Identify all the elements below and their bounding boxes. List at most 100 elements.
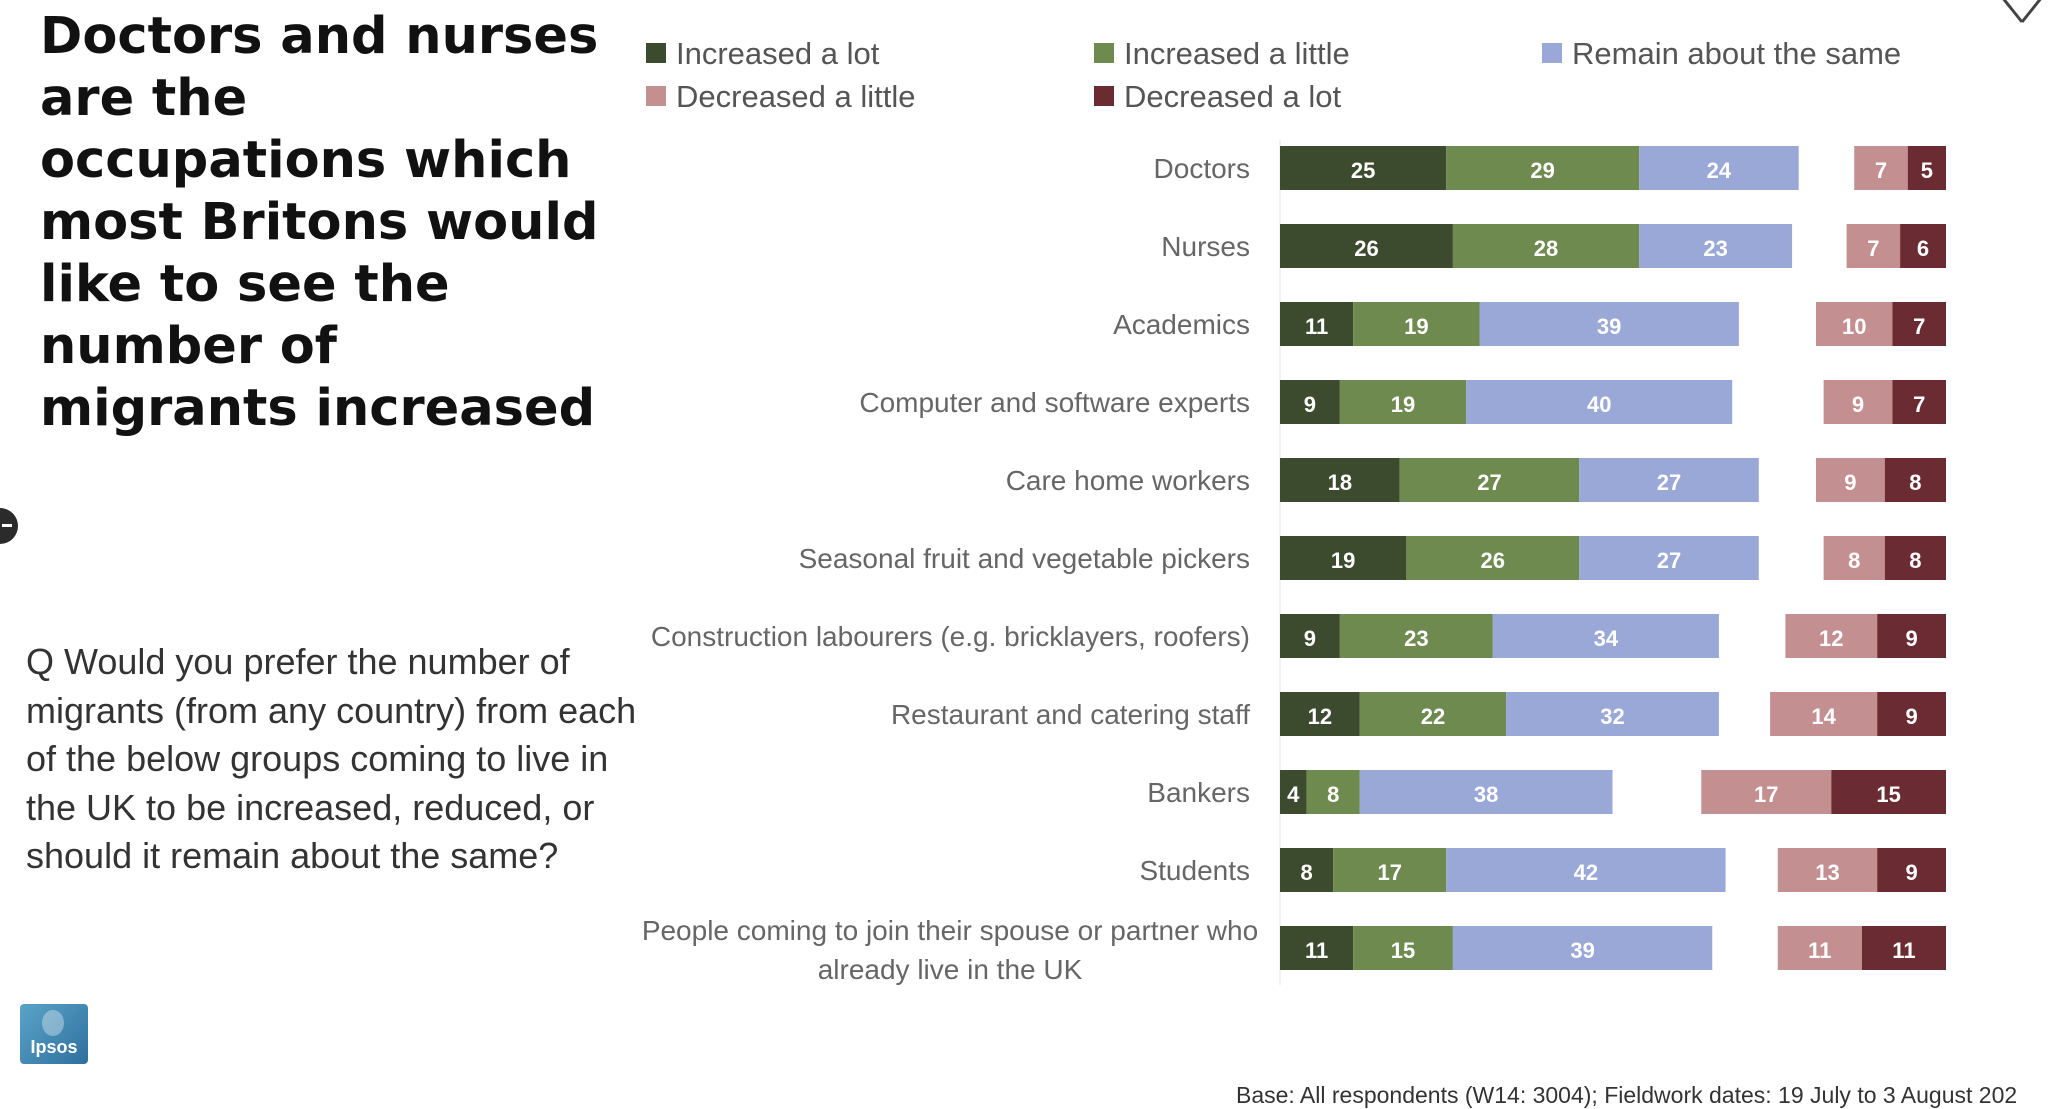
close-icon: [2002, 0, 2042, 23]
bar-decreased-a-lot-bankers: [1831, 770, 1946, 814]
legend-swatch-increased-a-lot: [646, 43, 666, 63]
value-label-decreased-a-little-seasonal-fruit-and-vegetable-pickers: 8: [1848, 548, 1860, 573]
bar-increased-a-lot-people-coming-to-join-their-spouse-or-pa: [1280, 926, 1354, 970]
bar-decreased-a-little-people-coming-to-join-their-spouse-or-pa: [1777, 926, 1862, 970]
value-label-decreased-a-little-students: 13: [1815, 860, 1839, 885]
collapse-handle-icon: [2, 524, 12, 527]
value-label-decreased-a-little-nurses: 7: [1867, 236, 1879, 261]
value-label-decreased-a-little-restaurant-and-catering-staff: 14: [1811, 704, 1836, 729]
bar-decreased-a-little-seasonal-fruit-and-vegetable-pickers: [1823, 536, 1885, 580]
value-label-increased-a-little-seasonal-fruit-and-vegetable-pickers: 26: [1481, 548, 1505, 573]
bar-increased-a-little-construction-labourers-e-g-bricklayers-r: [1339, 614, 1493, 658]
legend-label-increased-a-lot: Increased a lot: [676, 36, 880, 71]
value-label-decreased-a-lot-bankers: 15: [1876, 782, 1900, 807]
value-label-increased-a-lot-bankers: 4: [1287, 782, 1300, 807]
value-label-increased-a-lot-computer-and-software-experts: 9: [1304, 392, 1316, 417]
bar-remain-about-the-same-restaurant-and-catering-staff: [1506, 692, 1719, 736]
bar-decreased-a-lot-seasonal-fruit-and-vegetable-pickers: [1884, 536, 1946, 580]
value-label-decreased-a-little-computer-and-software-experts: 9: [1852, 392, 1864, 417]
bar-decreased-a-little-nurses: [1846, 224, 1901, 268]
value-label-decreased-a-lot-seasonal-fruit-and-vegetable-pickers: 8: [1909, 548, 1921, 573]
bar-decreased-a-little-academics: [1815, 302, 1893, 346]
bar-increased-a-little-seasonal-fruit-and-vegetable-pickers: [1406, 536, 1580, 580]
bar-decreased-a-lot-restaurant-and-catering-staff: [1877, 692, 1946, 736]
value-label-decreased-a-little-doctors: 7: [1875, 158, 1887, 183]
page-title: Doctors and nurses are the occupations w…: [40, 7, 599, 438]
bar-decreased-a-little-students: [1777, 848, 1878, 892]
bar-decreased-a-little-care-home-workers: [1815, 458, 1885, 502]
legend-swatch-remain-about-the-same: [1542, 43, 1562, 63]
bar-increased-a-little-bankers: [1306, 770, 1360, 814]
survey-question: Q Would you prefer the number of migrant…: [26, 641, 637, 876]
value-label-increased-a-little-doctors: 29: [1530, 158, 1554, 183]
bar-increased-a-lot-doctors: [1280, 146, 1447, 190]
value-label-remain-about-the-same-seasonal-fruit-and-vegetable-pickers: 27: [1657, 548, 1681, 573]
value-label-increased-a-little-construction-labourers-e-g-bricklayers-r: 23: [1404, 626, 1428, 651]
legend-label-decreased-a-little: Decreased a little: [676, 79, 916, 114]
bar-decreased-a-little-construction-labourers-e-g-bricklayers-r: [1785, 614, 1878, 658]
value-label-increased-a-lot-people-coming-to-join-their-spouse-or-pa: 11: [1305, 938, 1328, 963]
category-label-nurses: Nurses: [1161, 231, 1250, 262]
value-label-increased-a-lot-seasonal-fruit-and-vegetable-pickers: 19: [1331, 548, 1355, 573]
category-label-academics: Academics: [1113, 309, 1250, 340]
bar-decreased-a-lot-people-coming-to-join-their-spouse-or-pa: [1861, 926, 1946, 970]
bar-decreased-a-lot-academics: [1892, 302, 1946, 346]
value-label-remain-about-the-same-bankers: 38: [1474, 782, 1498, 807]
bar-remain-about-the-same-students: [1446, 848, 1726, 892]
ipsos-logo: Ipsos: [20, 1004, 88, 1064]
bar-increased-a-lot-students: [1280, 848, 1334, 892]
value-label-decreased-a-lot-people-coming-to-join-their-spouse-or-pa: 11: [1892, 938, 1915, 963]
value-label-decreased-a-lot-students: 9: [1905, 860, 1917, 885]
collapse-handle[interactable]: [0, 508, 18, 544]
value-label-increased-a-lot-academics: 11: [1305, 314, 1328, 339]
bar-increased-a-little-nurses: [1452, 224, 1640, 268]
category-label-people-coming-to-join-their-spouse-or-pa: People coming to join their spouse or pa…: [642, 915, 1258, 985]
value-label-increased-a-little-nurses: 28: [1534, 236, 1558, 261]
value-label-increased-a-lot-students: 8: [1300, 860, 1312, 885]
value-label-increased-a-lot-construction-labourers-e-g-bricklayers-r: 9: [1304, 626, 1316, 651]
category-label-bankers: Bankers: [1147, 777, 1250, 808]
value-label-increased-a-little-academics: 19: [1404, 314, 1428, 339]
legend-label-decreased-a-lot: Decreased a lot: [1124, 79, 1342, 114]
value-label-remain-about-the-same-computer-and-software-experts: 40: [1587, 392, 1611, 417]
bar-increased-a-little-people-coming-to-join-their-spouse-or-pa: [1353, 926, 1453, 970]
value-label-decreased-a-little-people-coming-to-join-their-spouse-or-pa: 11: [1808, 938, 1831, 963]
bar-increased-a-little-restaurant-and-catering-staff: [1359, 692, 1507, 736]
category-label-line: People coming to join their spouse or pa…: [642, 915, 1258, 946]
bar-increased-a-lot-academics: [1280, 302, 1354, 346]
bar-increased-a-little-students: [1333, 848, 1447, 892]
value-label-decreased-a-lot-computer-and-software-experts: 7: [1913, 392, 1925, 417]
bar-increased-a-little-doctors: [1446, 146, 1640, 190]
value-label-increased-a-lot-care-home-workers: 18: [1328, 470, 1352, 495]
bar-remain-about-the-same-care-home-workers: [1579, 458, 1759, 502]
value-label-remain-about-the-same-doctors: 24: [1707, 158, 1732, 183]
value-label-increased-a-lot-doctors: 25: [1351, 158, 1375, 183]
value-label-remain-about-the-same-care-home-workers: 27: [1657, 470, 1681, 495]
bar-increased-a-lot-computer-and-software-experts: [1280, 380, 1340, 424]
bar-remain-about-the-same-bankers: [1359, 770, 1613, 814]
legend-label-remain-about-the-same: Remain about the same: [1572, 36, 1901, 71]
value-label-increased-a-little-people-coming-to-join-their-spouse-or-pa: 15: [1391, 938, 1415, 963]
bar-remain-about-the-same-people-coming-to-join-their-spouse-or-pa: [1452, 926, 1713, 970]
close-button[interactable]: [1992, 0, 2048, 30]
category-label-students: Students: [1139, 855, 1250, 886]
value-label-decreased-a-lot-nurses: 6: [1917, 236, 1929, 261]
value-label-increased-a-little-restaurant-and-catering-staff: 22: [1421, 704, 1445, 729]
bar-decreased-a-lot-care-home-workers: [1884, 458, 1946, 502]
value-label-decreased-a-little-academics: 10: [1842, 314, 1866, 339]
bar-increased-a-little-care-home-workers: [1399, 458, 1580, 502]
category-label-care-home-workers: Care home workers: [1006, 465, 1250, 496]
value-label-decreased-a-little-construction-labourers-e-g-bricklayers-r: 12: [1819, 626, 1843, 651]
value-label-increased-a-little-computer-and-software-experts: 19: [1391, 392, 1415, 417]
bar-decreased-a-lot-students: [1877, 848, 1946, 892]
value-label-decreased-a-little-care-home-workers: 9: [1844, 470, 1856, 495]
category-label-restaurant-and-catering-staff: Restaurant and catering staff: [891, 699, 1250, 730]
legend-label-increased-a-little: Increased a little: [1124, 36, 1350, 71]
bar-remain-about-the-same-construction-labourers-e-g-bricklayers-r: [1492, 614, 1719, 658]
bar-increased-a-lot-restaurant-and-catering-staff: [1280, 692, 1360, 736]
bar-decreased-a-little-bankers: [1701, 770, 1832, 814]
bar-decreased-a-little-doctors: [1854, 146, 1908, 190]
value-label-decreased-a-lot-doctors: 5: [1921, 158, 1933, 183]
bar-increased-a-lot-care-home-workers: [1280, 458, 1400, 502]
